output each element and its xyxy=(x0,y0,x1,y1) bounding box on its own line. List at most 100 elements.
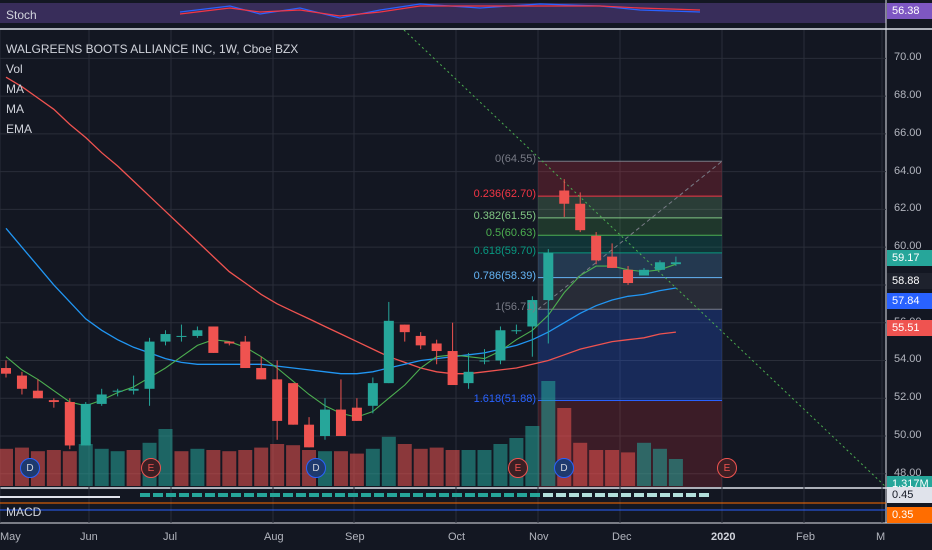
candle-body xyxy=(240,341,251,369)
price-tick-label: 54.00 xyxy=(894,353,922,366)
stoch-label: Stoch xyxy=(6,8,37,22)
time-tick-label: Dec xyxy=(612,531,632,543)
legend-ma-2[interactable]: MA xyxy=(6,102,24,116)
candle-body xyxy=(479,360,490,362)
candle-body xyxy=(80,403,91,446)
macd-histogram-bar xyxy=(452,493,462,497)
candle-body xyxy=(543,252,554,301)
dividend-event-icon[interactable]: D xyxy=(20,458,40,478)
fib-zone-2 xyxy=(538,217,722,236)
volume-bar xyxy=(525,426,540,486)
fib-zone-0 xyxy=(538,161,722,197)
candle-body xyxy=(160,334,171,342)
macd-histogram-bar xyxy=(465,493,475,497)
candle-body xyxy=(1,368,11,374)
macd-histogram-bar xyxy=(140,493,150,497)
stoch-band xyxy=(0,3,886,23)
candle-body xyxy=(32,390,43,399)
volume-bar xyxy=(254,447,269,486)
dividend-event-icon[interactable]: D xyxy=(306,458,326,478)
candle-body xyxy=(607,256,618,268)
macd-histogram-bar xyxy=(504,493,514,497)
volume-bar xyxy=(78,444,93,486)
volume-bar xyxy=(46,450,61,486)
time-tick-label: Jul xyxy=(163,531,178,543)
stoch-panel-bg xyxy=(0,0,886,28)
earnings-event-icon[interactable]: E xyxy=(141,458,161,478)
volume-bar xyxy=(206,450,221,486)
candle-body xyxy=(320,409,330,437)
volume-bar xyxy=(222,451,237,486)
volume-bar xyxy=(62,451,77,486)
candle-body xyxy=(399,324,410,333)
time-tick-label: Feb xyxy=(796,531,815,543)
price-tag: 59.17 xyxy=(887,250,932,266)
candle-body xyxy=(623,269,634,284)
earnings-event-icon[interactable]: E xyxy=(717,458,737,478)
fib-level-label: 0.236(62.70) xyxy=(473,188,536,201)
macd-histogram-bar xyxy=(270,493,280,497)
candle-body xyxy=(192,330,203,336)
earnings-event-icon[interactable]: E xyxy=(508,458,528,478)
candle-body xyxy=(575,203,586,231)
candle-body xyxy=(144,341,155,389)
candle-body xyxy=(288,383,299,425)
macd-histogram-bar xyxy=(556,493,566,497)
price-tick-label: 64.00 xyxy=(894,164,922,177)
candle-body xyxy=(511,330,522,332)
candle-body xyxy=(176,335,187,337)
price-tag: 55.51 xyxy=(887,320,932,336)
price-tick-label: 50.00 xyxy=(894,429,922,441)
macd-histogram-bar xyxy=(231,493,241,497)
candle-body xyxy=(431,343,442,352)
candle-body xyxy=(559,190,570,204)
volume-bar xyxy=(94,448,109,486)
candle-body xyxy=(591,235,602,261)
volume-bar xyxy=(445,450,460,486)
macd-histogram-bar xyxy=(348,493,358,497)
macd-histogram-bar xyxy=(309,493,319,497)
volume-bar xyxy=(605,450,620,486)
legend-ma-1[interactable]: MA xyxy=(6,82,24,96)
macd-histogram-bar xyxy=(660,493,670,497)
ema-line xyxy=(5,227,677,375)
volume-bar xyxy=(381,436,396,486)
volume-bar xyxy=(493,444,508,486)
volume-bar xyxy=(365,448,380,486)
candle-body xyxy=(272,379,283,421)
candle-body xyxy=(16,375,27,389)
fib-level-label: 1(56.71) xyxy=(495,301,536,314)
macd-histogram-bar xyxy=(205,493,215,497)
volume-bar xyxy=(333,451,348,486)
macd-histogram-bar xyxy=(322,493,332,497)
fib-level-label: 0.786(58.39) xyxy=(473,269,536,282)
macd-histogram-bar xyxy=(673,493,683,497)
symbol-title[interactable]: WALGREENS BOOTS ALLIANCE INC, 1W, Cboe B… xyxy=(6,42,299,56)
volume-bar xyxy=(286,445,301,486)
time-tick-label: Jun xyxy=(80,531,98,543)
stoch-d-line xyxy=(179,5,701,17)
legend-vol[interactable]: Vol xyxy=(6,62,23,76)
price-tick-label: 68.00 xyxy=(894,89,922,102)
macd-value-tag: 0.45 xyxy=(887,487,932,503)
legend-ema[interactable]: EMA xyxy=(6,122,33,136)
candle-body xyxy=(335,409,346,437)
dividend-event-icon[interactable]: D xyxy=(554,458,574,478)
time-tick-label: M xyxy=(876,531,886,543)
macd-histogram-bar xyxy=(439,493,449,497)
volume-bar xyxy=(573,442,588,486)
macd-histogram-bar xyxy=(166,493,176,497)
candle-body xyxy=(415,335,426,346)
volume-bar xyxy=(668,459,683,486)
time-tick-label: Oct xyxy=(448,531,466,543)
macd-histogram-bar xyxy=(543,493,553,497)
fib-level-label: 0.5(60.63) xyxy=(485,227,536,240)
candle-body xyxy=(208,326,219,353)
volume-bar xyxy=(270,444,285,486)
macd-label: MACD xyxy=(6,505,42,519)
volume-bar xyxy=(174,451,189,486)
price-tick-label: 48.00 xyxy=(894,466,922,479)
macd-histogram-bar xyxy=(608,493,618,497)
volume-bar xyxy=(397,444,412,486)
